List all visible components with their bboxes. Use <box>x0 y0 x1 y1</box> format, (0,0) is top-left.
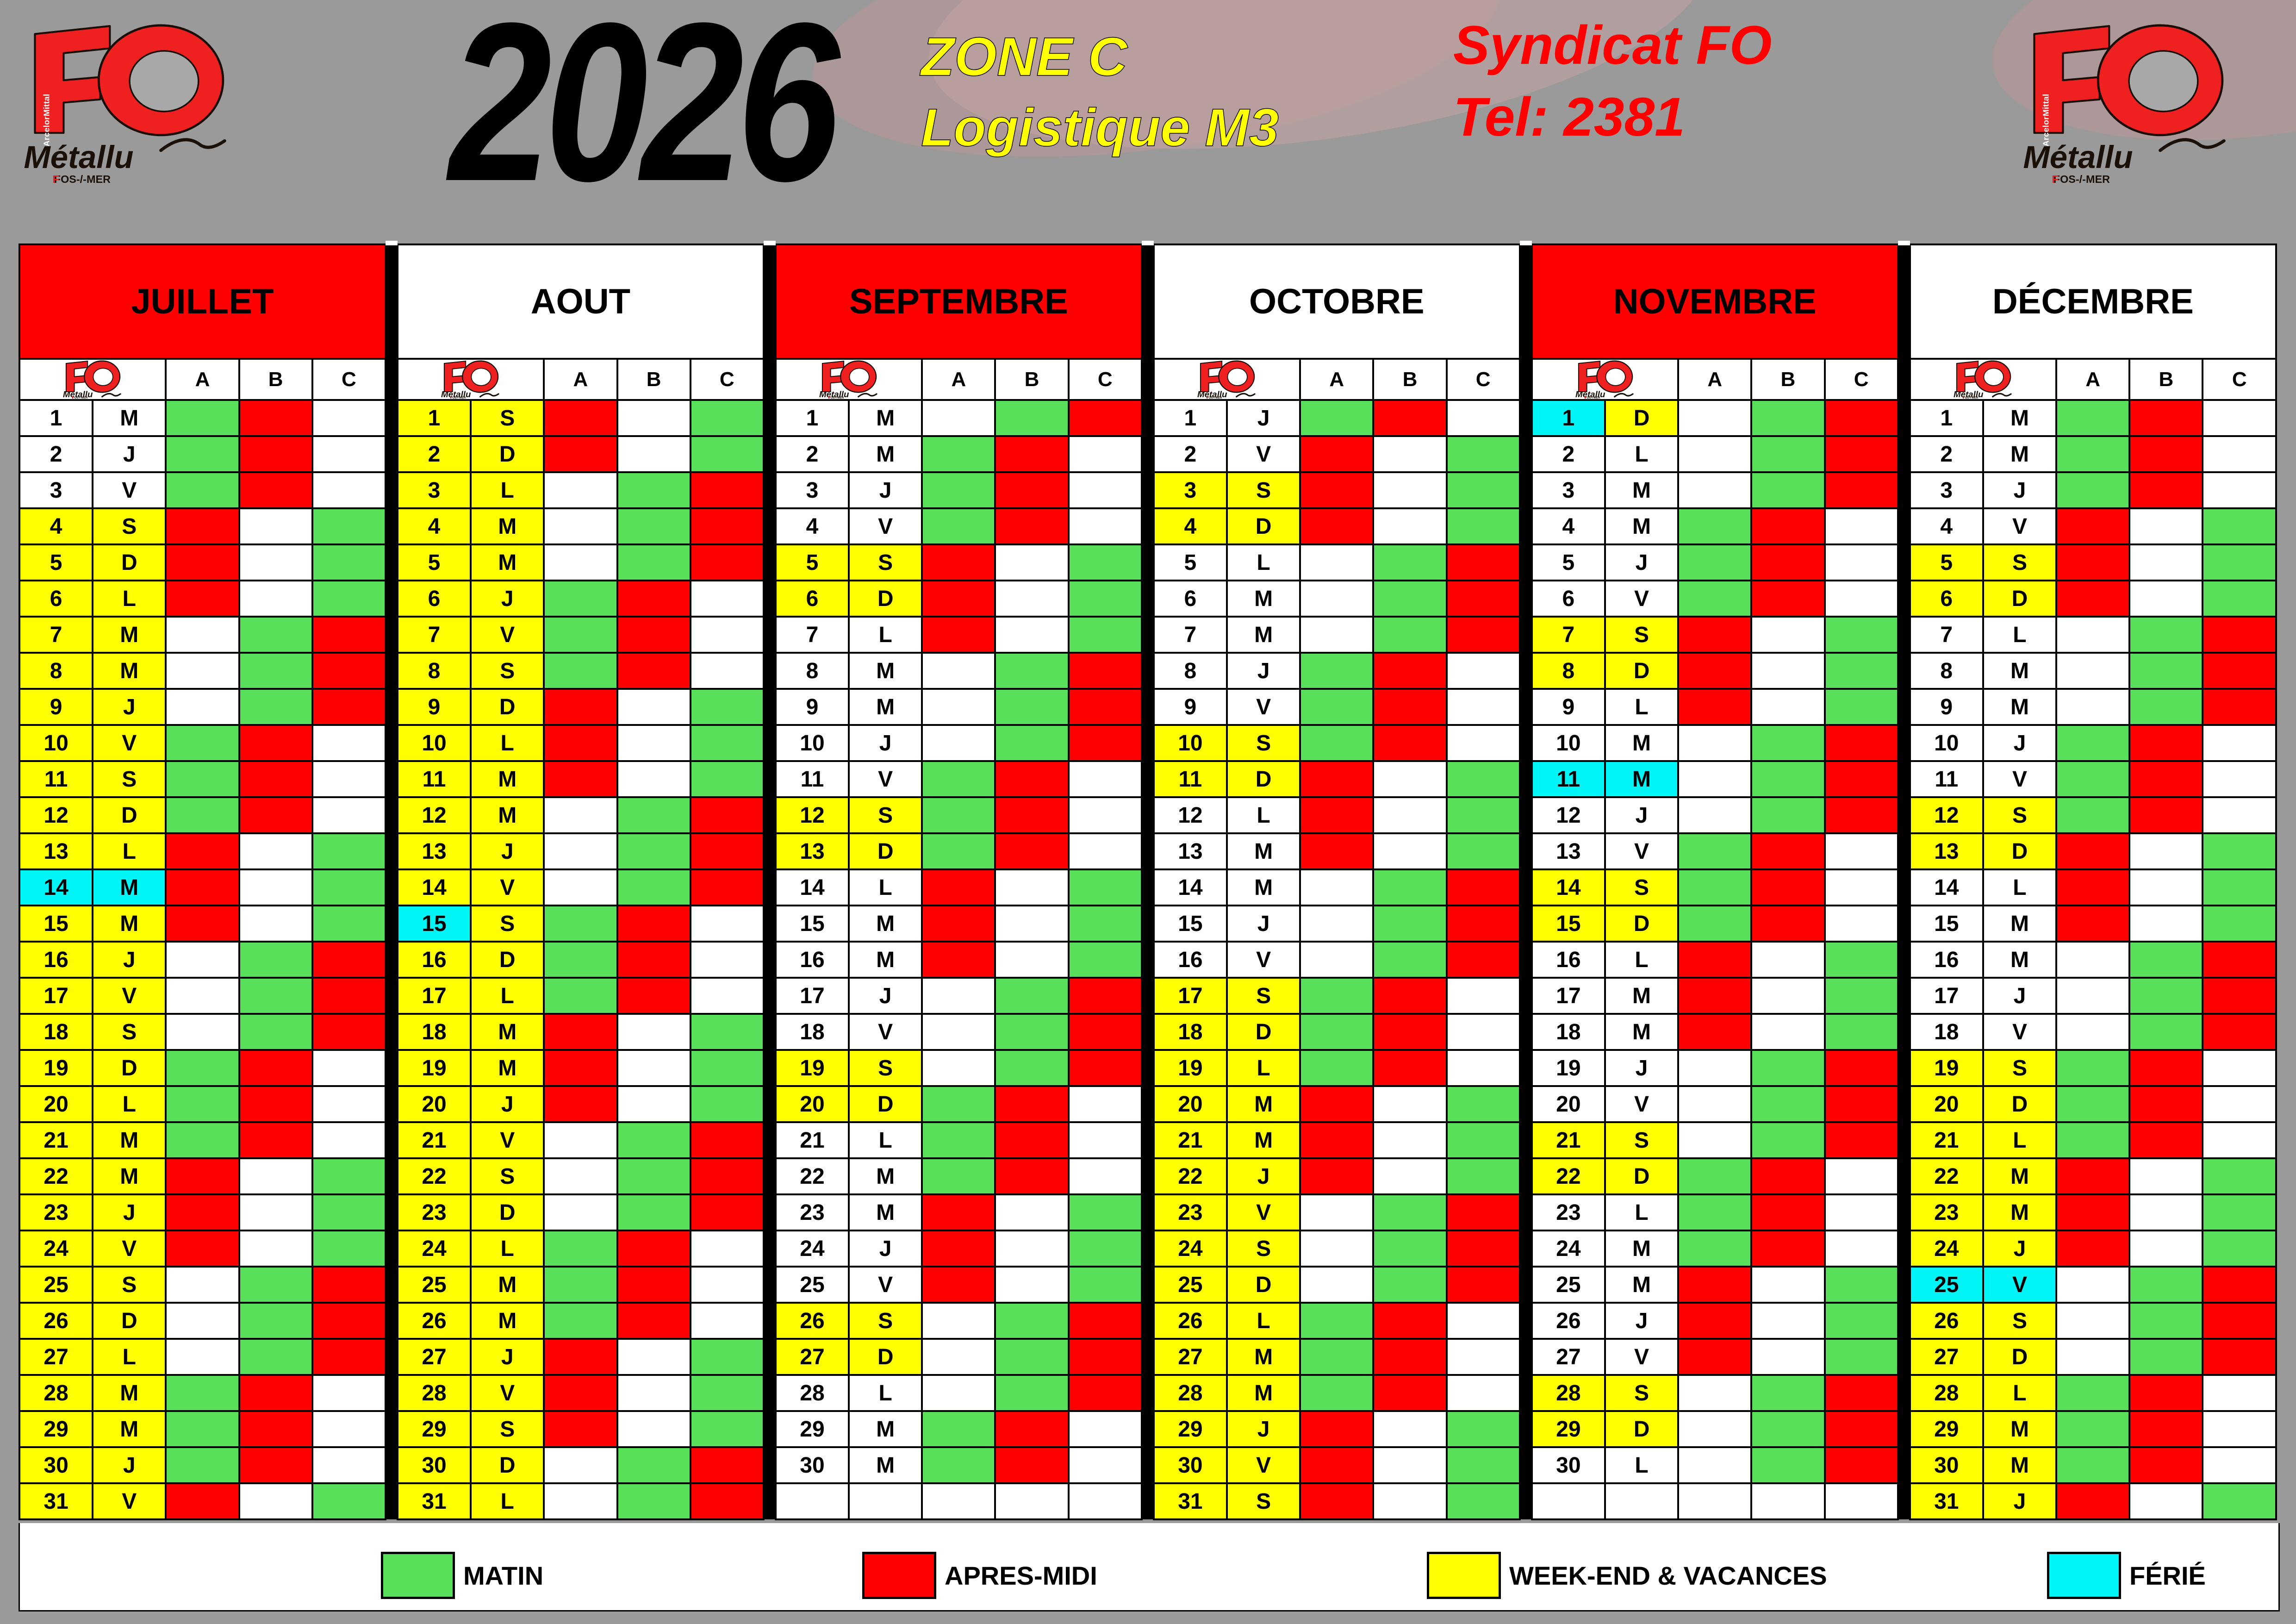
svg-text:FOS-/-MER: FOS-/-MER <box>73 396 88 399</box>
svg-text:F: F <box>52 173 59 185</box>
svg-text:F: F <box>1963 396 1965 399</box>
svg-text:Métallu: Métallu <box>2023 139 2133 175</box>
svg-text:FOS-/-MER: FOS-/-MER <box>1207 396 1222 399</box>
svg-text:FOS-/-MER: FOS-/-MER <box>2053 173 2110 185</box>
svg-text:FOS-/-MER: FOS-/-MER <box>1585 396 1600 399</box>
svg-text:FOS-/-MER: FOS-/-MER <box>829 396 844 399</box>
svg-text:ArcelorMittal: ArcelorMittal <box>42 94 51 146</box>
svg-text:F: F <box>1585 396 1587 399</box>
svg-text:F: F <box>1207 396 1208 399</box>
svg-text:F: F <box>72 396 74 399</box>
svg-text:F: F <box>828 396 830 399</box>
svg-text:F: F <box>2052 173 2058 185</box>
svg-text:FOS-/-MER: FOS-/-MER <box>451 396 466 399</box>
svg-text:Métallu: Métallu <box>24 139 133 175</box>
svg-text:FOS-/-MER: FOS-/-MER <box>1963 396 1979 399</box>
svg-text:F: F <box>450 396 452 399</box>
svg-text:FOS-/-MER: FOS-/-MER <box>54 173 111 185</box>
svg-text:ArcelorMittal: ArcelorMittal <box>2041 94 2050 146</box>
